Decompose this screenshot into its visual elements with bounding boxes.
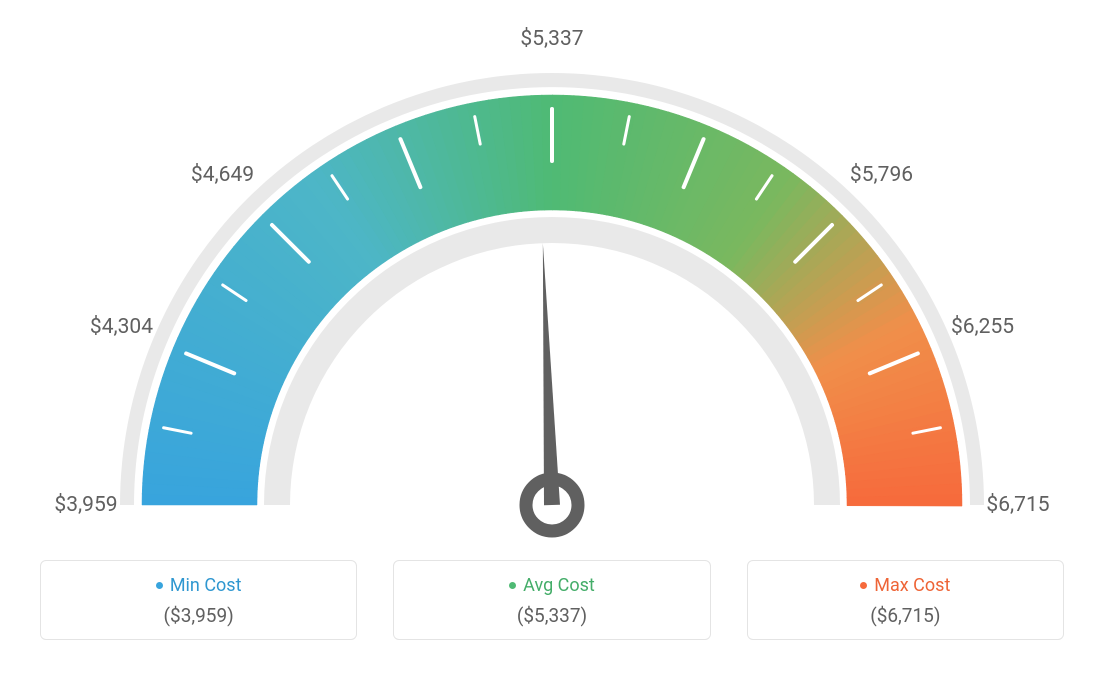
legend-title: Min Cost [53,575,344,596]
gauge-tick-label: $4,649 [191,163,254,187]
gauge-tick-label: $6,715 [986,493,1049,517]
legend-value: ($5,337) [406,604,697,627]
gauge-tick-label: $3,959 [54,493,117,517]
legend-value: ($6,715) [760,604,1051,627]
legend-box: Avg Cost ($5,337) [393,560,710,640]
legend-box: Max Cost ($6,715) [747,560,1064,640]
gauge-tick-label: $6,255 [951,315,1014,339]
legend-title-text: Min Cost [170,575,242,596]
gauge-tick-label: $5,337 [520,27,583,51]
legend-box: Min Cost ($3,959) [40,560,357,640]
legend-title: Max Cost [760,575,1051,596]
gauge-tick-label: $5,796 [850,163,913,187]
cost-gauge-chart: $3,959 $4,304 $4,649 $5,337 $5,796 $6,255 $6,7… [40,30,1064,550]
legend-value: ($3,959) [53,604,344,627]
legend-dot-icon [509,582,516,589]
gauge-svg [40,30,1064,550]
legend-title-text: Max Cost [874,575,950,596]
legend-title: Avg Cost [406,575,697,596]
gauge-tick-label: $4,304 [90,315,153,339]
legend-dot-icon [860,582,867,589]
legend-row: Min Cost ($3,959) Avg Cost ($5,337) Max Cost… [40,560,1064,640]
legend-dot-icon [156,582,163,589]
legend-title-text: Avg Cost [523,575,595,596]
